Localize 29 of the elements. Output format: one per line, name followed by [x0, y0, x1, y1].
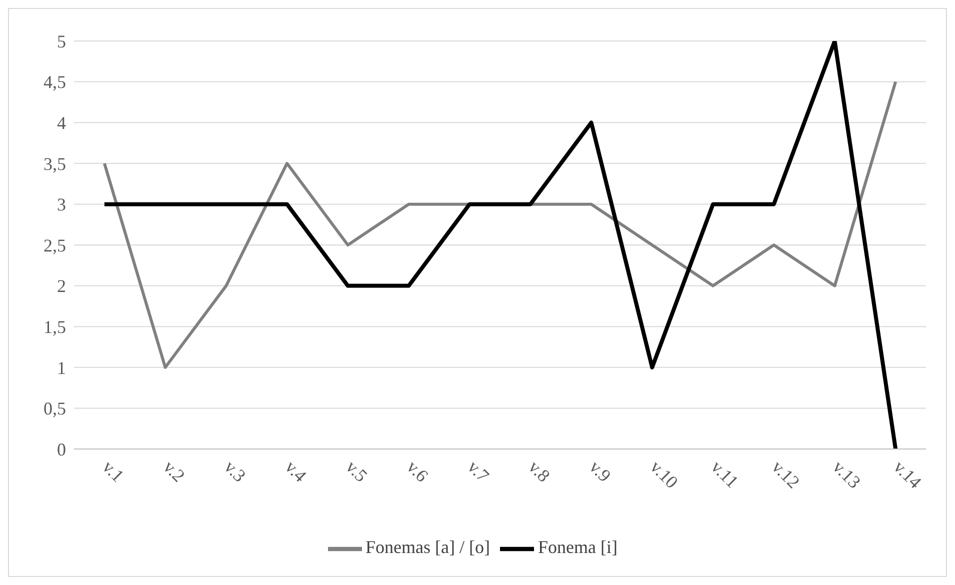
x-tick-label: v.3 — [220, 456, 250, 486]
x-tick-label: v.6 — [402, 456, 432, 486]
y-tick-label: 4 — [57, 112, 66, 133]
x-tick-label: v.10 — [646, 456, 682, 492]
x-tick-label: v.1 — [98, 456, 128, 486]
y-tick-label: 5 — [57, 31, 66, 52]
y-tick-label: 1,5 — [44, 316, 66, 337]
x-tick-label: v.12 — [768, 456, 804, 492]
y-tick-label: 0 — [57, 439, 66, 460]
y-tick-label: 1 — [57, 358, 66, 378]
x-tick-label: v.11 — [707, 456, 742, 492]
x-tick-label: v.9 — [586, 456, 615, 486]
y-tick-label: 0,5 — [44, 398, 66, 419]
y-tick-label: 2 — [57, 276, 66, 296]
line-series — [102, 80, 898, 369]
y-tick-label: 3 — [57, 194, 66, 215]
line-series — [102, 41, 898, 449]
x-tick-label: v.4 — [281, 456, 310, 486]
y-tick-label: 4,5 — [44, 72, 66, 92]
x-tick-label: v.13 — [828, 456, 865, 492]
x-tick-label: v.2 — [160, 456, 189, 486]
legend-label: Fonemas [a] / [o] — [366, 537, 490, 558]
y-tick-label: 3,5 — [44, 154, 66, 174]
x-tick-label: v.14 — [890, 456, 926, 492]
y-tick-label: 2,5 — [44, 235, 66, 256]
x-tick-label: v.7 — [464, 456, 494, 486]
x-tick-label: v.5 — [342, 456, 372, 486]
legend-label: Fonema [i] — [538, 537, 618, 558]
x-tick-label: v.8 — [524, 456, 554, 486]
